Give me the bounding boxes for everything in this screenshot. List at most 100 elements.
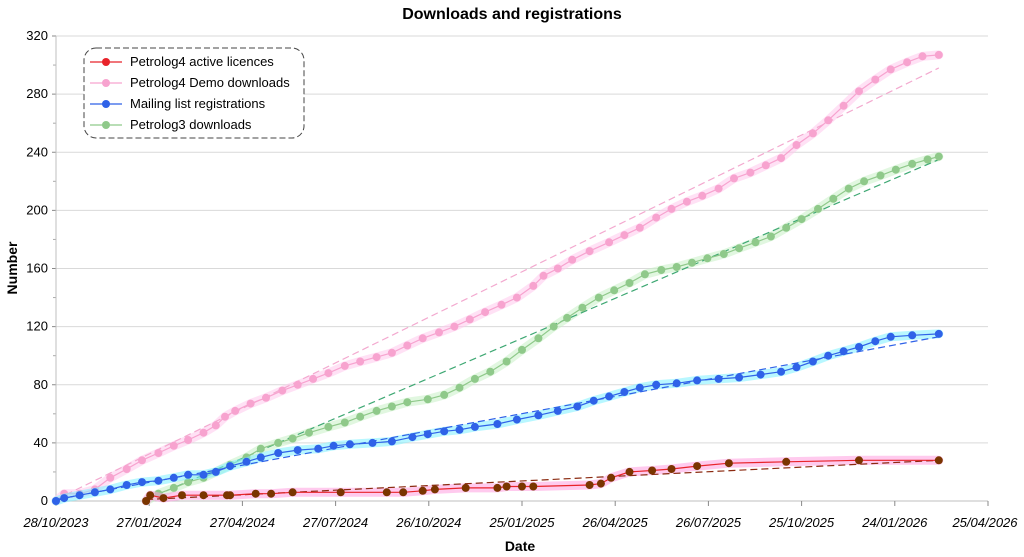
data-point bbox=[154, 476, 163, 485]
data-point bbox=[529, 281, 538, 290]
data-point bbox=[876, 171, 885, 180]
data-point bbox=[844, 184, 853, 193]
data-point bbox=[724, 459, 733, 468]
data-point bbox=[199, 428, 208, 437]
data-point bbox=[585, 481, 594, 489]
data-point bbox=[714, 374, 723, 383]
legend-swatch-marker bbox=[102, 79, 110, 87]
data-point bbox=[423, 430, 432, 439]
data-point bbox=[808, 357, 817, 366]
data-point bbox=[340, 418, 349, 427]
data-point bbox=[242, 457, 251, 466]
data-point bbox=[502, 482, 511, 491]
data-point bbox=[408, 433, 417, 442]
data-point bbox=[138, 478, 146, 487]
data-point bbox=[309, 374, 318, 383]
data-point bbox=[620, 231, 629, 240]
data-point bbox=[368, 438, 377, 447]
data-point bbox=[585, 247, 594, 256]
data-point bbox=[293, 380, 302, 389]
data-point bbox=[430, 485, 439, 494]
data-point bbox=[329, 441, 338, 450]
data-point bbox=[387, 437, 396, 446]
axes bbox=[52, 35, 989, 506]
data-point bbox=[549, 322, 558, 331]
data-point bbox=[199, 470, 208, 479]
data-point bbox=[635, 383, 644, 392]
data-point bbox=[470, 374, 479, 383]
data-point bbox=[387, 348, 396, 357]
legend-entry: Petrolog3 downloads bbox=[130, 117, 252, 132]
data-point bbox=[777, 367, 786, 376]
data-point bbox=[455, 383, 464, 392]
data-point bbox=[324, 422, 333, 431]
data-point bbox=[288, 488, 297, 497]
data-point bbox=[735, 244, 744, 253]
x-tick-label: 28/10/2023 bbox=[22, 515, 89, 530]
data-point bbox=[534, 411, 543, 420]
data-point bbox=[184, 470, 193, 479]
data-point bbox=[512, 415, 521, 424]
x-tick-label: 26/04/2025 bbox=[582, 515, 649, 530]
y-tick-label: 160 bbox=[26, 261, 48, 276]
data-point bbox=[553, 264, 562, 273]
data-point bbox=[356, 357, 365, 366]
data-point bbox=[568, 255, 577, 264]
data-point bbox=[607, 473, 616, 482]
data-point bbox=[766, 232, 775, 241]
data-point bbox=[918, 52, 927, 61]
data-point bbox=[797, 215, 806, 224]
data-point bbox=[903, 58, 912, 67]
data-point bbox=[372, 353, 381, 362]
data-point bbox=[356, 412, 365, 421]
data-point bbox=[539, 271, 548, 280]
data-point bbox=[777, 154, 786, 163]
series-mailing-list-registrations bbox=[51, 329, 944, 506]
x-tick-label: 27/07/2024 bbox=[302, 515, 368, 530]
data-point bbox=[267, 489, 276, 498]
data-point bbox=[221, 412, 229, 421]
data-point bbox=[934, 50, 943, 59]
data-point bbox=[688, 258, 696, 267]
data-point bbox=[262, 393, 270, 402]
data-point bbox=[169, 483, 178, 492]
data-point bbox=[184, 478, 193, 487]
data-point bbox=[808, 129, 817, 138]
data-point bbox=[288, 434, 297, 443]
data-point bbox=[455, 425, 464, 434]
data-point bbox=[563, 313, 572, 322]
data-point bbox=[106, 485, 115, 494]
x-tick-label: 26/10/2024 bbox=[395, 515, 461, 530]
data-point bbox=[596, 479, 605, 488]
series-trendline bbox=[55, 67, 940, 501]
data-point bbox=[934, 329, 943, 338]
data-point bbox=[169, 473, 178, 482]
data-point bbox=[226, 462, 235, 471]
data-point bbox=[324, 369, 333, 378]
series-petrolog4-demo-downloads bbox=[51, 50, 944, 506]
data-point bbox=[293, 446, 302, 455]
data-point bbox=[399, 488, 408, 497]
data-point bbox=[481, 308, 490, 317]
data-point bbox=[855, 456, 863, 465]
data-point bbox=[440, 427, 449, 436]
data-point bbox=[923, 155, 932, 164]
data-point bbox=[871, 337, 880, 346]
data-point bbox=[470, 422, 479, 431]
data-point bbox=[605, 392, 614, 401]
data-point bbox=[518, 482, 526, 491]
y-tick-label: 280 bbox=[26, 86, 48, 101]
chart-title: Downloads and registrations bbox=[402, 6, 622, 23]
data-point bbox=[824, 116, 833, 125]
data-point bbox=[251, 489, 260, 498]
data-point bbox=[211, 421, 220, 430]
y-tick-label: 120 bbox=[26, 319, 48, 334]
x-tick-label: 25/10/2025 bbox=[768, 515, 835, 530]
series-petrolog4-active-licences bbox=[141, 455, 944, 506]
data-point bbox=[461, 483, 470, 492]
x-tick-label: 24/01/2026 bbox=[861, 515, 928, 530]
data-point bbox=[719, 250, 728, 258]
data-point bbox=[578, 303, 587, 312]
x-tick-label: 25/01/2025 bbox=[488, 515, 555, 530]
